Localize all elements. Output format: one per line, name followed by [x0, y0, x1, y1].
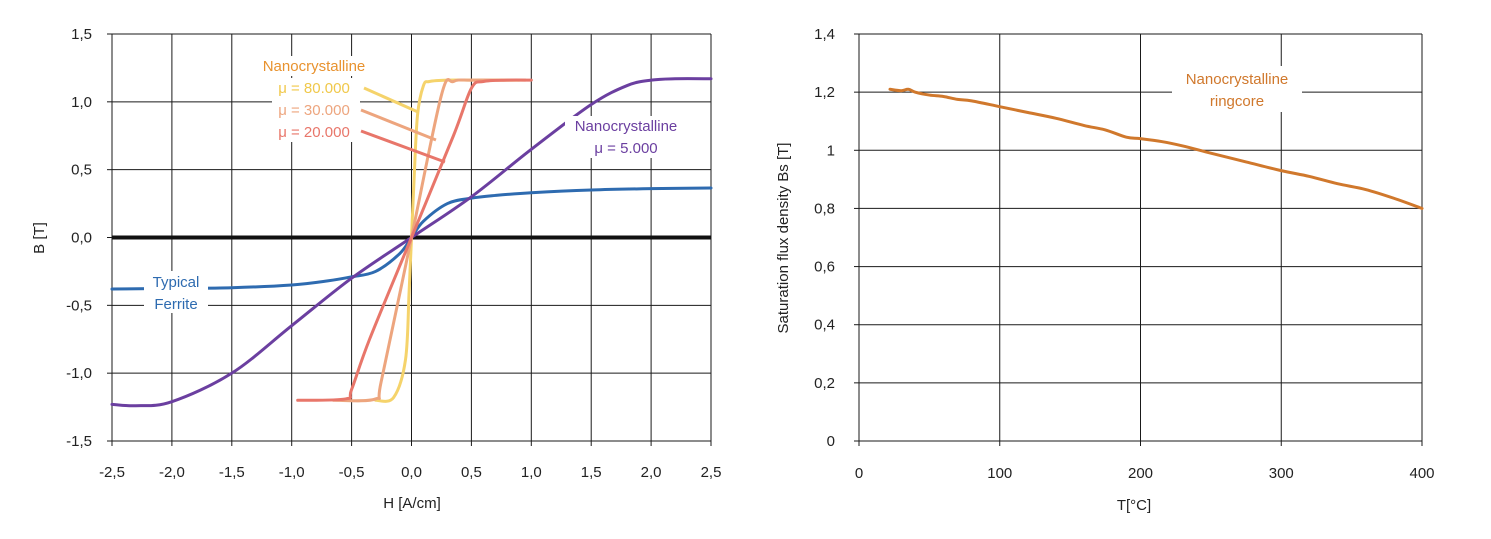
series-line-nanocrystalline-30-000 — [332, 77, 527, 403]
annotation-leaders — [360, 86, 446, 164]
x-tick-label: 100 — [987, 465, 1012, 482]
ferrite-label: Ferrite — [154, 296, 197, 313]
x-tick-label: 2,5 — [701, 464, 722, 481]
y-tick-label: 0,0 — [71, 230, 92, 247]
annotation-bg — [1172, 66, 1302, 112]
x-tick-label: -2,0 — [159, 464, 185, 481]
y-axis-label: Saturation flux density Bs [T] — [775, 143, 792, 334]
y-tick-label: -1,5 — [66, 433, 92, 450]
y-tick-label: -1,0 — [66, 365, 92, 382]
annotation-bg — [144, 271, 208, 313]
y-tick-labels: -1,5 -1,0 -0,5 0,0 0,5 1,0 1,5 — [66, 26, 92, 450]
x-tick-label: 1,0 — [521, 464, 542, 481]
series-line-nanocrystalline-5-000 — [110, 77, 713, 408]
y-tick-label: 1 — [827, 142, 835, 159]
series-line-nanocrystalline-80-000 — [374, 78, 521, 403]
series-line-nanocrystalline-20-000 — [296, 78, 533, 402]
x-tick-label: 200 — [1128, 465, 1153, 482]
annotation-bg — [565, 116, 689, 158]
y-tick-label: 1,2 — [814, 84, 835, 101]
mu-80000-label: μ = 80.000 — [278, 80, 350, 97]
series-group — [110, 77, 713, 408]
y-tick-label: 1,4 — [814, 26, 835, 43]
mu-20000-label: μ = 20.000 — [278, 124, 350, 141]
y-tick-labels: 0 0,2 0,4 0,6 0,8 1 1,2 1,4 — [814, 26, 835, 450]
leader-mu-20000 — [360, 129, 446, 164]
annotation-bg — [254, 56, 376, 76]
series-group — [888, 87, 1424, 210]
bh-curve-chart: -2,5 -2,0 -1,5 -1,0 -0,5 0,0 0,5 1,0 1,5 2,0 2,5 -… — [31, 26, 721, 512]
y-axis-label: B [T] — [31, 222, 48, 254]
x-tick-label: -1,5 — [219, 464, 245, 481]
x-tick-label: -2,5 — [99, 464, 125, 481]
mu-30000-label: μ = 30.000 — [278, 102, 350, 119]
x-axis-label: T[°C] — [1117, 497, 1151, 514]
x-tick-label: 300 — [1269, 465, 1294, 482]
ringcore-label: ringcore — [1210, 93, 1264, 110]
y-tick-label: 0,2 — [814, 375, 835, 392]
x-tick-label: -0,5 — [339, 464, 365, 481]
nanocrystalline-label: Nanocrystalline — [263, 58, 366, 75]
y-tick-label: 0,8 — [814, 200, 835, 217]
x-tick-labels: 0 100 200 300 400 — [855, 465, 1435, 482]
x-axis-label: H [A/cm] — [383, 495, 441, 512]
annotation-bg — [272, 78, 360, 142]
x-tick-labels: -2,5 -2,0 -1,5 -1,0 -0,5 0,0 0,5 1,0 1,5 2,0 2,5 — [99, 464, 721, 481]
y-tick-label: -0,5 — [66, 297, 92, 314]
y-tick-label: 0,6 — [814, 259, 835, 276]
x-tick-label: 0,0 — [401, 464, 422, 481]
x-tick-label: 0 — [855, 465, 863, 482]
y-tick-label: 0 — [827, 433, 835, 450]
x-tick-label: 1,5 — [581, 464, 602, 481]
x-tick-label: 2,0 — [641, 464, 662, 481]
x-tick-label: 400 — [1409, 465, 1434, 482]
grid — [854, 33, 1423, 446]
y-tick-label: 0,4 — [814, 317, 835, 334]
x-tick-label: -1,0 — [279, 464, 305, 481]
y-tick-label: 1,5 — [71, 26, 92, 43]
series-line-nanocrystalline-ringcore — [888, 87, 1424, 210]
saturation-temp-chart: 0 100 200 300 400 0 0,2 0,4 0,6 0,8 1 1,2 1,4 T[°C]… — [775, 26, 1435, 514]
mu-5000-label: μ = 5.000 — [594, 140, 657, 157]
nanocrystalline-ringcore-label: Nanocrystalline — [1186, 71, 1289, 88]
x-tick-label: 0,5 — [461, 464, 482, 481]
y-tick-label: 1,0 — [71, 94, 92, 111]
y-tick-label: 0,5 — [71, 162, 92, 179]
typical-label: Typical — [153, 274, 200, 291]
leader-mu-80000 — [363, 86, 419, 114]
leader-mu-30000 — [360, 108, 437, 142]
nanocrystalline-mu5000-label: Nanocrystalline — [575, 118, 678, 135]
